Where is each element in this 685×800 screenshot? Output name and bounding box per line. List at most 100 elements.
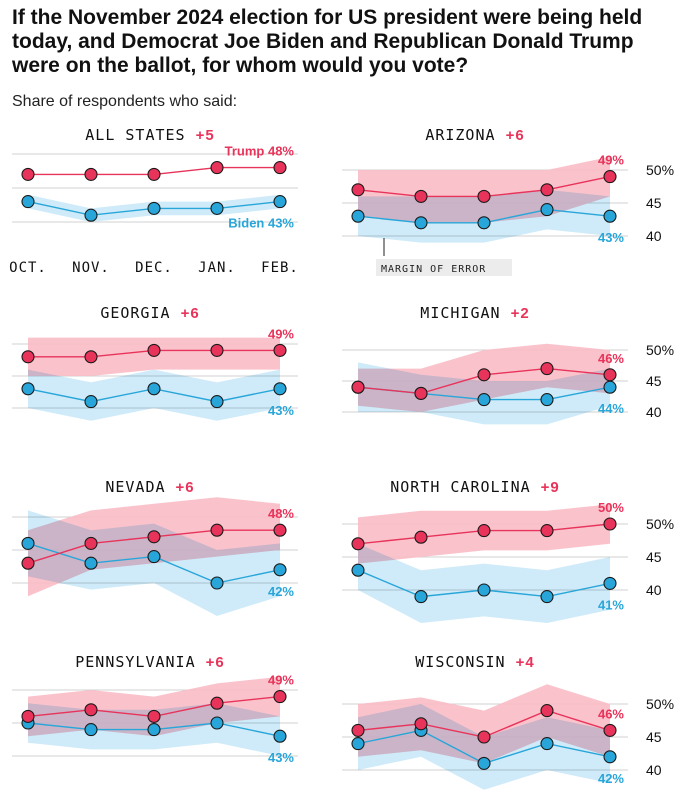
trump-point <box>147 167 161 181</box>
state-panel: 50% 45 40 50% 41% NORTH CAROLINA +9 <box>342 478 674 623</box>
biden-point <box>21 382 35 396</box>
trump-point <box>84 167 98 181</box>
trump-point <box>273 161 287 175</box>
trump-point <box>603 170 617 184</box>
state-panel: 50% 45 40 49% 43% ARIZONA +6 MARGIN OF ERROR <box>342 126 674 276</box>
biden-end-label: 43% <box>268 403 294 418</box>
biden-margin-band <box>358 189 610 243</box>
y-tick-label: 45 <box>646 549 662 565</box>
trump-point <box>603 368 617 382</box>
biden-point <box>21 195 35 209</box>
biden-point <box>603 209 617 223</box>
state-panel: 50% 45 40 46% 44% MICHIGAN +2 <box>342 304 674 425</box>
biden-point <box>210 201 224 215</box>
subhead: Share of respondents who said: <box>12 93 238 110</box>
trump-point <box>540 704 554 718</box>
y-tick-label: 45 <box>646 195 662 211</box>
trump-point <box>210 523 224 537</box>
trump-point <box>21 350 35 364</box>
biden-point <box>477 756 491 770</box>
trump-point <box>414 717 428 731</box>
y-tick-label: 45 <box>646 729 662 745</box>
trump-point <box>540 183 554 197</box>
trump-point <box>540 362 554 376</box>
trump-point <box>273 343 287 357</box>
panel-title: MICHIGAN +2 <box>420 304 529 322</box>
state-panel: 50% 45 40 46% 42% WISCONSIN +4 <box>342 653 674 790</box>
trump-end-label: 49% <box>268 326 294 341</box>
biden-point <box>477 216 491 230</box>
panel-lead: +6 <box>206 654 225 671</box>
y-tick-label: 40 <box>646 404 662 420</box>
y-tick-label: 40 <box>646 582 662 598</box>
biden-point <box>210 395 224 409</box>
trump-point <box>351 183 365 197</box>
trump-point <box>477 368 491 382</box>
biden-point <box>273 195 287 209</box>
trump-point <box>21 709 35 723</box>
biden-point <box>147 382 161 396</box>
trump-point <box>351 380 365 394</box>
trump-end-label: 50% <box>598 500 624 515</box>
biden-point <box>540 737 554 751</box>
biden-point <box>540 590 554 604</box>
biden-end-label: 41% <box>598 597 624 612</box>
state-panel: 49% 43% GEORGIA +6 <box>12 304 298 421</box>
biden-point <box>147 723 161 737</box>
biden-end-label: 42% <box>598 771 624 786</box>
biden-point <box>84 556 98 570</box>
panel-lead: +5 <box>196 127 215 144</box>
biden-point <box>84 208 98 222</box>
trump-point <box>414 530 428 544</box>
trump-point <box>351 537 365 551</box>
trump-point <box>540 524 554 538</box>
trump-end-label: 46% <box>598 351 624 366</box>
panel-title: PENNSYLVANIA +6 <box>75 653 225 671</box>
trump-end-label: 49% <box>598 153 624 168</box>
x-tick-label: FEB. <box>261 260 299 276</box>
biden-point <box>273 382 287 396</box>
x-tick-label: OCT. <box>9 260 47 276</box>
headline: If the November 2024 election for US pre… <box>12 6 643 77</box>
trump-point <box>210 343 224 357</box>
panel-state-name: WISCONSIN <box>415 653 515 671</box>
panel-lead: +9 <box>541 479 560 496</box>
panel-lead: +4 <box>516 654 535 671</box>
biden-point <box>273 563 287 577</box>
panel-state-name: NEVADA <box>105 478 175 496</box>
biden-point <box>351 563 365 577</box>
trump-point <box>477 189 491 203</box>
x-tick-label: NOV. <box>72 260 110 276</box>
state-panel: Trump 48% Biden 43% ALL STATES +5 OCT. NOV. D… <box>9 126 299 276</box>
trump-point <box>147 709 161 723</box>
margin-annotation-box <box>376 259 512 276</box>
biden-point <box>540 203 554 217</box>
trump-point <box>21 167 35 181</box>
biden-point <box>351 737 365 751</box>
trump-point <box>477 730 491 744</box>
panel-state-name: GEORGIA <box>100 304 180 322</box>
biden-point <box>147 201 161 215</box>
biden-point <box>84 395 98 409</box>
x-tick-label: DEC. <box>135 260 173 276</box>
trump-point <box>414 386 428 400</box>
biden-point <box>477 393 491 407</box>
biden-point <box>414 590 428 604</box>
panel-state-name: ARIZONA <box>425 126 505 144</box>
biden-end-label: 43% <box>268 750 294 765</box>
biden-point <box>540 393 554 407</box>
trump-end-label: 48% <box>268 506 294 521</box>
trump-point <box>210 161 224 175</box>
biden-point <box>351 209 365 223</box>
biden-point <box>210 576 224 590</box>
trump-point <box>603 723 617 737</box>
panel-state-name: ALL STATES <box>85 126 195 144</box>
panel-title: GEORGIA +6 <box>100 304 199 322</box>
panel-title: NEVADA +6 <box>105 478 194 496</box>
biden-point <box>603 750 617 764</box>
trump-end-label: 49% <box>268 673 294 688</box>
trump-point <box>84 536 98 550</box>
trump-point <box>273 690 287 704</box>
trump-point <box>414 189 428 203</box>
